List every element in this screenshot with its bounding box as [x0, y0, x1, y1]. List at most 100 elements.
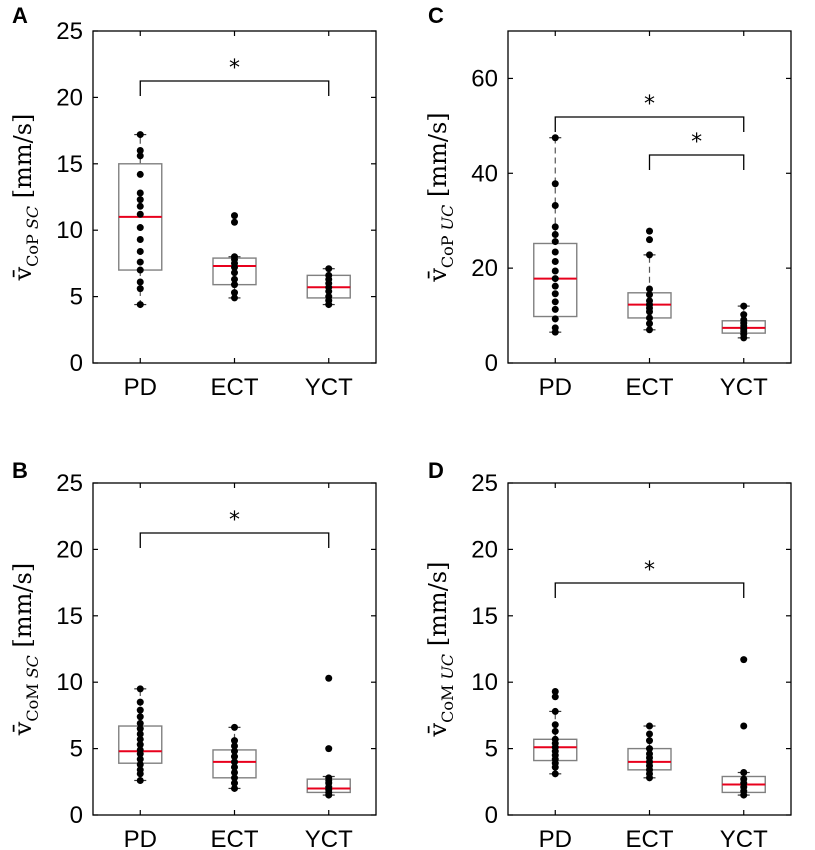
data-point	[231, 769, 238, 777]
box-yct: YCT	[720, 483, 768, 850]
data-point	[646, 730, 653, 738]
data-point	[646, 737, 653, 745]
x-tick-label: ECT	[211, 374, 259, 401]
data-point	[646, 251, 653, 259]
box-pd: PD	[118, 483, 163, 850]
panel-letter: B	[12, 458, 28, 483]
significance-star: *	[644, 558, 655, 583]
data-point	[231, 253, 238, 261]
y-tick-label: 25	[471, 470, 498, 497]
data-point	[551, 721, 559, 729]
x-tick-label: PD	[124, 826, 157, 850]
data-point	[551, 202, 559, 210]
x-tick-label: ECT	[626, 374, 674, 401]
data-point	[136, 706, 144, 714]
y-tick-label: 25	[56, 18, 83, 45]
box-yct: YCT	[720, 31, 768, 401]
data-point	[551, 267, 559, 275]
y-tick-label: 0	[485, 802, 498, 829]
data-point	[231, 753, 238, 761]
data-point	[136, 196, 144, 204]
data-point	[551, 248, 559, 256]
data-point	[740, 311, 748, 319]
data-point	[551, 324, 559, 332]
data-point	[231, 737, 238, 745]
data-point	[740, 769, 748, 777]
significance-bracket	[648, 154, 745, 170]
data-point	[136, 285, 144, 293]
y-tick-label: 10	[56, 669, 83, 696]
data-point	[231, 275, 238, 283]
y-tick-label: 20	[56, 536, 83, 563]
data-point	[551, 282, 559, 290]
data-point	[136, 258, 144, 266]
data-point	[646, 320, 653, 328]
data-point	[551, 707, 559, 715]
data-point	[551, 298, 559, 306]
significance-star: *	[644, 92, 655, 117]
y-tick-label: 15	[56, 151, 83, 178]
data-point	[231, 723, 238, 731]
data-point	[136, 713, 144, 721]
data-point	[136, 301, 144, 309]
data-point	[740, 316, 748, 324]
data-point	[551, 727, 559, 735]
box-ect: ECT	[211, 483, 259, 850]
y-tick-label: 20	[471, 536, 498, 563]
x-tick-label: YCT	[720, 826, 768, 850]
significance-star: *	[229, 508, 240, 533]
data-point	[646, 722, 653, 730]
data-point	[646, 236, 653, 244]
data-point	[551, 230, 559, 238]
data-point	[740, 775, 748, 783]
data-point	[231, 779, 238, 787]
data-point	[231, 784, 238, 792]
data-point	[136, 766, 144, 774]
panel-letter: C	[428, 3, 444, 28]
y-tick-label: 40	[471, 160, 498, 187]
data-point	[136, 741, 144, 749]
panel-A: A 0 5 10 15 20 25 v̄CoP SC [mm/s] PD ECT YCT *	[9, 3, 377, 401]
y-tick-label: 5	[485, 736, 498, 763]
data-point	[551, 693, 559, 701]
data-point	[646, 314, 653, 322]
data-point	[646, 227, 653, 235]
data-point	[325, 271, 333, 279]
box-yct: YCT	[305, 31, 353, 401]
data-point	[136, 189, 144, 197]
data-point	[325, 774, 333, 782]
data-point	[551, 275, 559, 283]
x-tick-label: YCT	[720, 374, 768, 401]
box-ect: ECT	[626, 483, 674, 850]
data-point	[136, 761, 144, 769]
y-tick-label: 0	[485, 350, 498, 377]
data-point	[325, 265, 333, 273]
data-point	[740, 656, 748, 664]
y-axis-label: v̄CoP UC [mm/s]	[424, 112, 457, 282]
data-point	[325, 293, 333, 301]
data-point	[136, 730, 144, 738]
box-ect: ECT	[211, 31, 259, 401]
box-yct: YCT	[305, 483, 353, 850]
panel-D: D 0 5 10 15 20 25 v̄CoM UC [mm/s] PD ECT YCT *	[424, 458, 792, 850]
data-point	[551, 134, 559, 142]
y-tick-label: 15	[471, 603, 498, 630]
data-point	[646, 745, 653, 753]
y-tick-label: 10	[471, 669, 498, 696]
y-axis-label: v̄CoM SC [mm/s]	[9, 563, 42, 736]
significance-bracket	[554, 116, 745, 132]
y-axis-label: v̄CoP SC [mm/s]	[9, 114, 42, 282]
data-point	[231, 212, 238, 220]
data-point	[740, 302, 748, 310]
data-point	[231, 294, 238, 302]
data-point	[136, 170, 144, 178]
significance-bracket	[554, 582, 745, 598]
data-point	[136, 147, 144, 155]
y-tick-label: 0	[70, 350, 83, 377]
box-pd: PD	[533, 483, 578, 850]
data-point	[231, 758, 238, 766]
significance-star: *	[229, 56, 240, 81]
data-point	[136, 131, 144, 139]
x-tick-label: YCT	[305, 826, 353, 850]
